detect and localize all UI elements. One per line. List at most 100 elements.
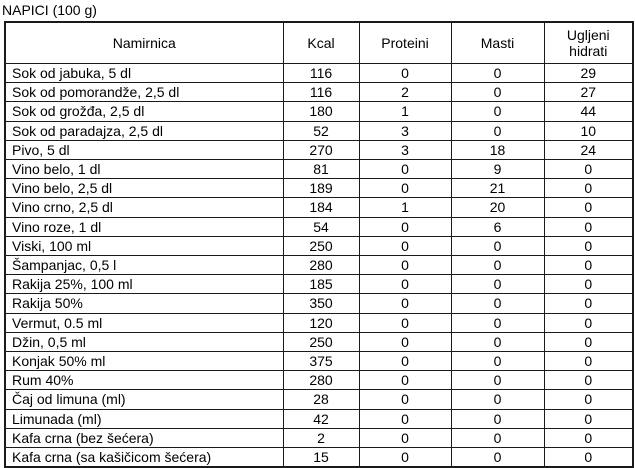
ugljeni-hidrati-cell: 0: [543, 274, 634, 295]
food-name-cell: Kafa crna (sa kašičicom šećera): [4, 447, 284, 468]
table-row: Sok od paradajza, 2,5 dl 52 3 0 10: [4, 120, 634, 141]
column-header-label: Masti: [480, 34, 515, 51]
kcal-cell: 2: [282, 427, 360, 449]
table-row: Konjak 50% ml 375 0 0 0: [4, 351, 634, 372]
food-name-cell: Rakija 50%: [4, 293, 284, 314]
ugljeni-hidrati-cell: 0: [543, 331, 634, 353]
food-name-cell: Limunada (ml): [4, 408, 284, 429]
column-header-label: Proteini: [381, 34, 429, 51]
table-row: Pivo, 5 dl 270 3 18 24: [4, 139, 634, 161]
proteini-cell: 0: [358, 62, 452, 84]
masti-cell: 0: [450, 82, 545, 103]
masti-cell: 0: [450, 62, 545, 84]
table-row: Rum 40% 280 0 0 0: [4, 370, 634, 391]
proteini-cell: 0: [358, 159, 452, 180]
food-name-cell: Vino roze, 1 dl: [4, 216, 284, 237]
masti-cell: 0: [450, 101, 545, 122]
column-header-label: Kcal: [307, 34, 335, 51]
ugljeni-hidrati-cell: 0: [543, 293, 634, 314]
proteini-cell: 0: [358, 178, 452, 199]
masti-cell: 21: [450, 178, 545, 199]
table-row: Vino crno, 2,5 dl 184 1 20 0: [4, 197, 634, 218]
masti-cell: 0: [450, 293, 545, 314]
table-row: Viski, 100 ml 250 0 0 0: [4, 235, 634, 257]
column-header-label: Namirnica: [112, 34, 176, 51]
food-name-cell: Šampanjac, 0,5 l: [4, 255, 284, 276]
proteini-cell: 0: [358, 216, 452, 237]
kcal-cell: 280: [282, 370, 360, 391]
food-name-cell: Vermut, 0.5 ml: [4, 312, 284, 333]
masti-cell: 20: [450, 197, 545, 218]
table-row: Vino belo, 1 dl 81 0 9 0: [4, 159, 634, 180]
ugljeni-hidrati-cell: 10: [543, 120, 634, 141]
kcal-cell: 184: [282, 197, 360, 218]
masti-cell: 0: [450, 389, 545, 410]
kcal-cell: 52: [282, 120, 360, 141]
table-row: Rakija 25%, 100 ml 185 0 0 0: [4, 274, 634, 295]
kcal-cell: 250: [282, 331, 360, 353]
masti-cell: 0: [450, 312, 545, 333]
ugljeni-hidrati-cell: 29: [543, 62, 634, 84]
proteini-cell: 1: [358, 101, 452, 122]
food-name-cell: Rakija 25%, 100 ml: [4, 274, 284, 295]
masti-cell: 0: [450, 255, 545, 276]
proteini-cell: 0: [358, 274, 452, 295]
kcal-cell: 81: [282, 159, 360, 180]
food-name-cell: Čaj od limuna (ml): [4, 389, 284, 410]
masti-cell: 0: [450, 370, 545, 391]
food-name-cell: Sok od jabuka, 5 dl: [4, 62, 284, 84]
masti-cell: 0: [450, 408, 545, 429]
ugljeni-hidrati-cell: 0: [543, 216, 634, 237]
masti-cell: 0: [450, 274, 545, 295]
proteini-cell: 0: [358, 389, 452, 410]
table-row: Vino belo, 2,5 dl 189 0 21 0: [4, 178, 634, 199]
ugljeni-hidrati-cell: 44: [543, 101, 634, 122]
column-header-proteini: Proteini: [358, 21, 452, 64]
table-row: Čaj od limuna (ml) 28 0 0 0: [4, 389, 634, 410]
kcal-cell: 28: [282, 389, 360, 410]
food-name-cell: Vino belo, 2,5 dl: [4, 178, 284, 199]
column-header-ugljeni-hidrati: Ugljeni hidrati: [543, 21, 634, 64]
masti-cell: 0: [450, 427, 545, 449]
table-row: Limunada (ml) 42 0 0 0: [4, 408, 634, 429]
page-title: NAPICI (100 g): [2, 2, 97, 18]
ugljeni-hidrati-cell: 27: [543, 82, 634, 103]
proteini-cell: 0: [358, 255, 452, 276]
masti-cell: 0: [450, 235, 545, 257]
food-name-cell: Sok od paradajza, 2,5 dl: [4, 120, 284, 141]
table-row: Rakija 50% 350 0 0 0: [4, 293, 634, 314]
ugljeni-hidrati-cell: 0: [543, 197, 634, 218]
masti-cell: 0: [450, 447, 545, 468]
column-header-masti: Masti: [450, 21, 545, 64]
food-name-cell: Sok od grožđa, 2,5 dl: [4, 101, 284, 122]
masti-cell: 6: [450, 216, 545, 237]
column-header-label: Ugljeni hidrati: [566, 26, 610, 59]
ugljeni-hidrati-cell: 0: [543, 159, 634, 180]
ugljeni-hidrati-cell: 24: [543, 139, 634, 161]
table-row: Džin, 0,5 ml 250 0 0 0: [4, 331, 634, 353]
table-row: Sok od pomorandže, 2,5 dl 116 2 0 27: [4, 82, 634, 103]
masti-cell: 0: [450, 120, 545, 141]
proteini-cell: 3: [358, 139, 452, 161]
table-row: Sok od jabuka, 5 dl 116 0 0 29: [4, 62, 634, 84]
food-name-cell: Pivo, 5 dl: [4, 139, 284, 161]
proteini-cell: 2: [358, 82, 452, 103]
masti-cell: 0: [450, 331, 545, 353]
table-body: Sok od jabuka, 5 dl 116 0 0 29 Sok od pomoran…: [4, 62, 634, 468]
kcal-cell: 120: [282, 312, 360, 333]
food-name-cell: Džin, 0,5 ml: [4, 331, 284, 353]
proteini-cell: 3: [358, 120, 452, 141]
food-name-cell: Vino crno, 2,5 dl: [4, 197, 284, 218]
kcal-cell: 15: [282, 447, 360, 468]
food-name-cell: Sok od pomorandže, 2,5 dl: [4, 82, 284, 103]
header-row: Namirnica Kcal Proteini Masti Ugljeni hi…: [4, 21, 634, 64]
kcal-cell: 54: [282, 216, 360, 237]
ugljeni-hidrati-cell: 0: [543, 370, 634, 391]
food-name-cell: Rum 40%: [4, 370, 284, 391]
masti-cell: 9: [450, 159, 545, 180]
kcal-cell: 350: [282, 293, 360, 314]
napici-nutrition-table: Namirnica Kcal Proteini Masti Ugljeni hi…: [4, 21, 634, 468]
kcal-cell: 280: [282, 255, 360, 276]
food-name-cell: Viski, 100 ml: [4, 235, 284, 257]
